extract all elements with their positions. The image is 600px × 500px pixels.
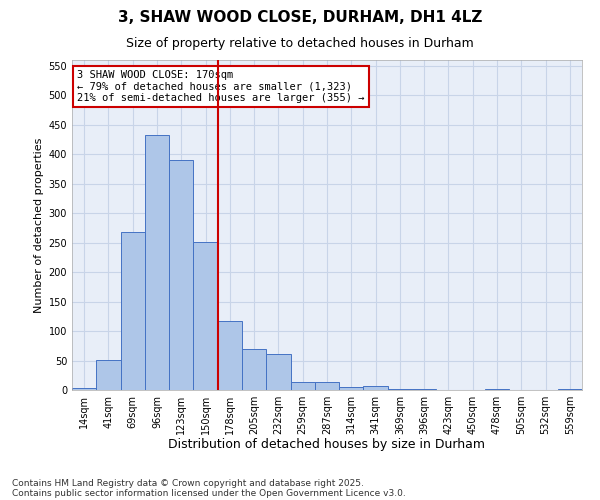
Bar: [121, 232, 145, 390]
Text: Contains public sector information licensed under the Open Government Licence v3: Contains public sector information licen…: [12, 488, 406, 498]
Text: Size of property relative to detached houses in Durham: Size of property relative to detached ho…: [126, 38, 474, 51]
X-axis label: Distribution of detached houses by size in Durham: Distribution of detached houses by size …: [169, 438, 485, 452]
Text: 3 SHAW WOOD CLOSE: 170sqm
← 79% of detached houses are smaller (1,323)
21% of se: 3 SHAW WOOD CLOSE: 170sqm ← 79% of detac…: [77, 70, 365, 103]
Text: Contains HM Land Registry data © Crown copyright and database right 2025.: Contains HM Land Registry data © Crown c…: [12, 478, 364, 488]
Text: 3, SHAW WOOD CLOSE, DURHAM, DH1 4LZ: 3, SHAW WOOD CLOSE, DURHAM, DH1 4LZ: [118, 10, 482, 25]
Y-axis label: Number of detached properties: Number of detached properties: [34, 138, 44, 312]
Bar: [193, 242, 218, 390]
Bar: [290, 382, 315, 390]
Bar: [145, 135, 169, 390]
Bar: [242, 349, 266, 390]
Bar: [315, 382, 339, 390]
Bar: [96, 360, 121, 390]
Bar: [218, 321, 242, 390]
Bar: [339, 387, 364, 390]
Bar: [72, 388, 96, 390]
Bar: [266, 354, 290, 390]
Bar: [169, 160, 193, 390]
Bar: [364, 386, 388, 390]
